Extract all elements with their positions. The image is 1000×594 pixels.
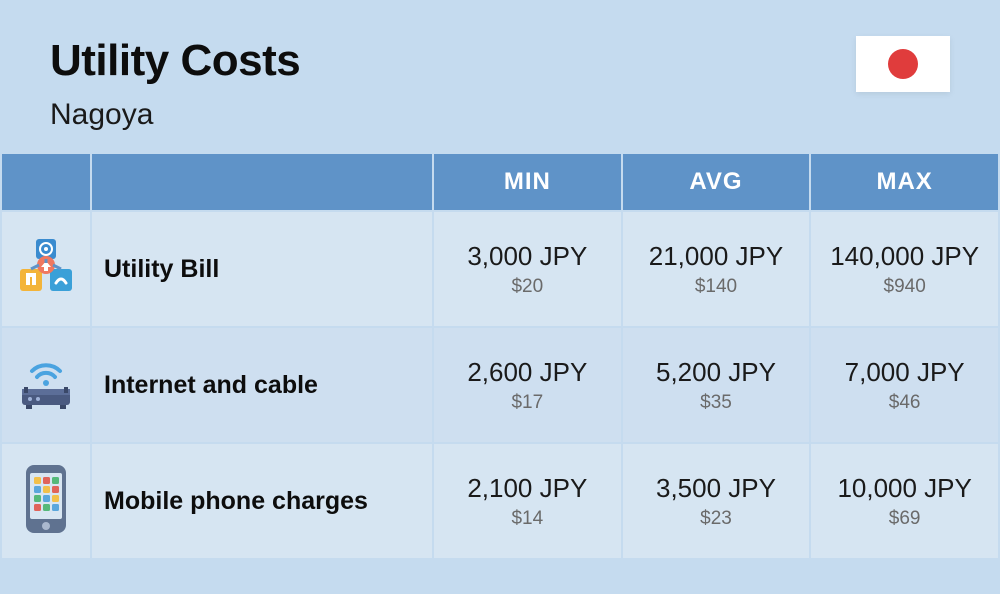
jpy-value: 2,100 JPY	[434, 473, 621, 504]
row-label-cell: Internet and cable	[92, 328, 432, 442]
jpy-value: 140,000 JPY	[811, 241, 998, 272]
usd-value: $46	[811, 392, 998, 414]
col-avg: AVG	[623, 154, 810, 210]
table-row: Mobile phone charges 2,100 JPY $14 3,500…	[2, 444, 998, 558]
header: Utility Costs Nagoya	[0, 0, 1000, 152]
costs-table: MIN AVG MAX	[0, 152, 1000, 560]
col-icon	[2, 154, 90, 210]
row-icon-cell	[2, 328, 90, 442]
jpy-value: 3,500 JPY	[623, 473, 810, 504]
cell-max: 7,000 JPY $46	[811, 328, 998, 442]
page-title: Utility Costs	[50, 36, 300, 86]
table-row: Utility Bill 3,000 JPY $20 21,000 JPY $1…	[2, 212, 998, 326]
phone-icon	[20, 463, 72, 535]
usd-value: $20	[434, 276, 621, 298]
cell-max: 140,000 JPY $940	[811, 212, 998, 326]
usd-value: $23	[623, 508, 810, 530]
usd-value: $140	[623, 276, 810, 298]
row-label-cell: Mobile phone charges	[92, 444, 432, 558]
col-max: MAX	[811, 154, 998, 210]
row-icon-cell	[2, 212, 90, 326]
table-row: Internet and cable 2,600 JPY $17 5,200 J…	[2, 328, 998, 442]
cell-min: 3,000 JPY $20	[434, 212, 621, 326]
cell-avg: 3,500 JPY $23	[623, 444, 810, 558]
row-label: Mobile phone charges	[92, 487, 432, 516]
jpy-value: 5,200 JPY	[623, 357, 810, 388]
cell-avg: 5,200 JPY $35	[623, 328, 810, 442]
jpy-value: 7,000 JPY	[811, 357, 998, 388]
row-icon-cell	[2, 444, 90, 558]
usd-value: $17	[434, 392, 621, 414]
col-min: MIN	[434, 154, 621, 210]
flag-dot	[888, 49, 918, 79]
router-icon	[14, 351, 78, 415]
row-label: Utility Bill	[92, 255, 432, 284]
cell-min: 2,100 JPY $14	[434, 444, 621, 558]
col-label	[92, 154, 432, 210]
page-subtitle: Nagoya	[50, 98, 300, 132]
jpy-value: 21,000 JPY	[623, 241, 810, 272]
cell-max: 10,000 JPY $69	[811, 444, 998, 558]
jpy-value: 10,000 JPY	[811, 473, 998, 504]
row-label-cell: Utility Bill	[92, 212, 432, 326]
usd-value: $940	[811, 276, 998, 298]
jpy-value: 3,000 JPY	[434, 241, 621, 272]
utility-icon	[14, 235, 78, 299]
usd-value: $14	[434, 508, 621, 530]
usd-value: $35	[623, 392, 810, 414]
utility-costs-card: Utility Costs Nagoya MIN AVG MAX	[0, 0, 1000, 594]
row-label: Internet and cable	[92, 371, 432, 400]
cell-min: 2,600 JPY $17	[434, 328, 621, 442]
table-header-row: MIN AVG MAX	[2, 154, 998, 210]
title-block: Utility Costs Nagoya	[50, 36, 300, 132]
flag-japan-icon	[856, 36, 950, 92]
usd-value: $69	[811, 508, 998, 530]
cell-avg: 21,000 JPY $140	[623, 212, 810, 326]
jpy-value: 2,600 JPY	[434, 357, 621, 388]
